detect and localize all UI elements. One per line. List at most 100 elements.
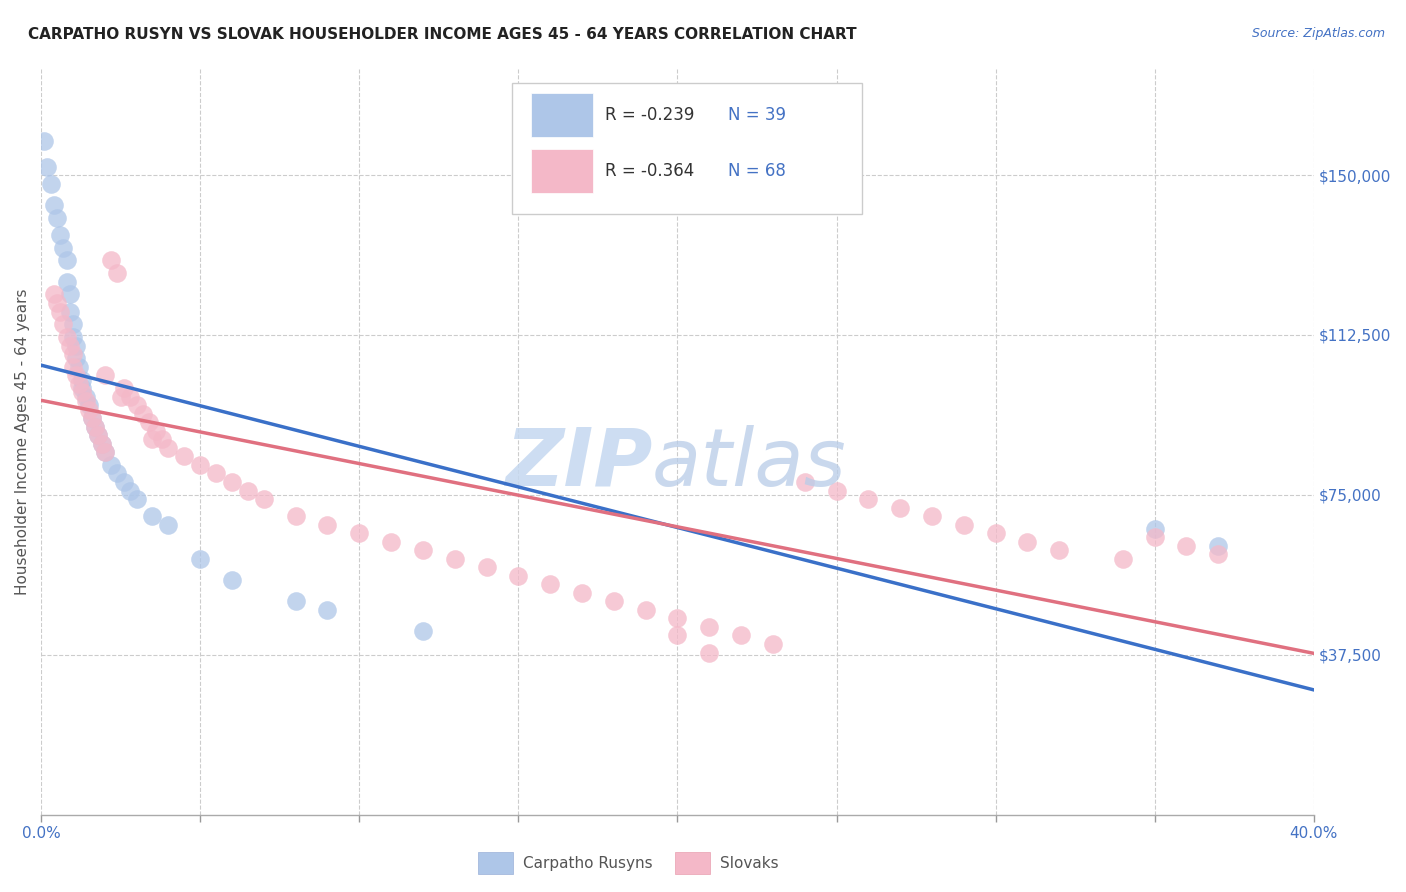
Point (188, 458, 211, 472)
Point (236, 483, 259, 498)
Point (188, 551, 211, 566)
Point (253, 491, 276, 506)
Point (52, 241, 75, 255)
Point (1208, 548, 1230, 562)
Point (132, 407, 155, 421)
Point (157, 441, 180, 455)
Point (59, 338, 82, 352)
Point (634, 603, 657, 617)
Point (77, 402, 100, 417)
Point (112, 475, 135, 489)
Point (150, 433, 173, 447)
Point (984, 526, 1007, 541)
Point (55, 330, 77, 344)
Point (1143, 531, 1166, 545)
Point (205, 467, 228, 481)
Point (80, 411, 103, 425)
Point (1143, 522, 1166, 536)
Point (65, 351, 87, 366)
Point (62, 359, 84, 374)
Point (93, 445, 115, 459)
Point (93, 445, 115, 459)
Point (100, 458, 122, 472)
Point (952, 517, 974, 532)
Point (145, 424, 167, 438)
Point (571, 586, 593, 600)
Point (666, 628, 689, 642)
Point (603, 594, 626, 608)
Point (65, 368, 87, 383)
Point (80, 411, 103, 425)
FancyBboxPatch shape (531, 149, 593, 193)
Point (110, 390, 132, 404)
Point (62, 318, 84, 332)
Point (90, 436, 112, 450)
Point (75, 394, 97, 409)
Point (921, 509, 943, 524)
Point (120, 390, 142, 404)
Text: atlas: atlas (652, 425, 846, 503)
Point (858, 491, 880, 506)
Point (666, 611, 689, 625)
Point (284, 509, 307, 524)
Point (316, 603, 339, 617)
FancyBboxPatch shape (531, 93, 593, 137)
Point (37, 160, 59, 174)
Y-axis label: Householder Income Ages 45 - 64 years: Householder Income Ages 45 - 64 years (15, 288, 30, 595)
Point (1175, 539, 1198, 553)
Point (49, 227, 72, 242)
Point (84, 419, 107, 434)
Point (84, 419, 107, 434)
Point (173, 450, 195, 464)
Text: R = -0.364: R = -0.364 (605, 161, 695, 179)
Point (412, 624, 434, 639)
Text: CARPATHO RUSYN VS SLOVAK HOUSEHOLDER INCOME AGES 45 - 64 YEARS CORRELATION CHART: CARPATHO RUSYN VS SLOVAK HOUSEHOLDER INC… (28, 27, 856, 42)
Point (730, 628, 752, 642)
Point (107, 266, 129, 280)
Text: N = 68: N = 68 (728, 161, 786, 179)
Point (380, 534, 402, 549)
Point (72, 373, 94, 387)
Point (349, 526, 371, 541)
Point (72, 381, 94, 395)
Point (62, 330, 84, 344)
Point (112, 381, 135, 395)
Point (508, 569, 530, 583)
Point (77, 398, 100, 412)
Point (138, 415, 160, 429)
Text: N = 39: N = 39 (728, 106, 786, 124)
Point (46, 296, 69, 310)
Text: Source: ZipAtlas.com: Source: ZipAtlas.com (1251, 27, 1385, 40)
Point (793, 475, 815, 489)
Point (65, 338, 87, 352)
Point (67, 376, 90, 391)
Point (697, 646, 720, 660)
Point (42, 287, 65, 301)
Point (1208, 539, 1230, 553)
Text: ZIP: ZIP (505, 425, 652, 503)
Point (62, 347, 84, 361)
Point (889, 500, 911, 515)
Point (49, 304, 72, 318)
Point (125, 398, 148, 412)
Point (412, 543, 434, 558)
Point (221, 573, 243, 587)
Point (55, 275, 77, 289)
Point (93, 368, 115, 383)
Point (762, 637, 785, 651)
Point (52, 318, 75, 332)
Text: Slovaks: Slovaks (720, 856, 779, 871)
Point (59, 287, 82, 301)
Point (39, 177, 62, 191)
Point (46, 211, 69, 225)
Point (697, 620, 720, 634)
Point (59, 304, 82, 318)
Point (107, 467, 129, 481)
Point (1047, 543, 1070, 558)
Point (100, 253, 122, 268)
FancyBboxPatch shape (512, 84, 862, 214)
Point (125, 491, 148, 506)
Point (141, 433, 163, 447)
Point (72, 385, 94, 400)
Point (120, 483, 142, 498)
